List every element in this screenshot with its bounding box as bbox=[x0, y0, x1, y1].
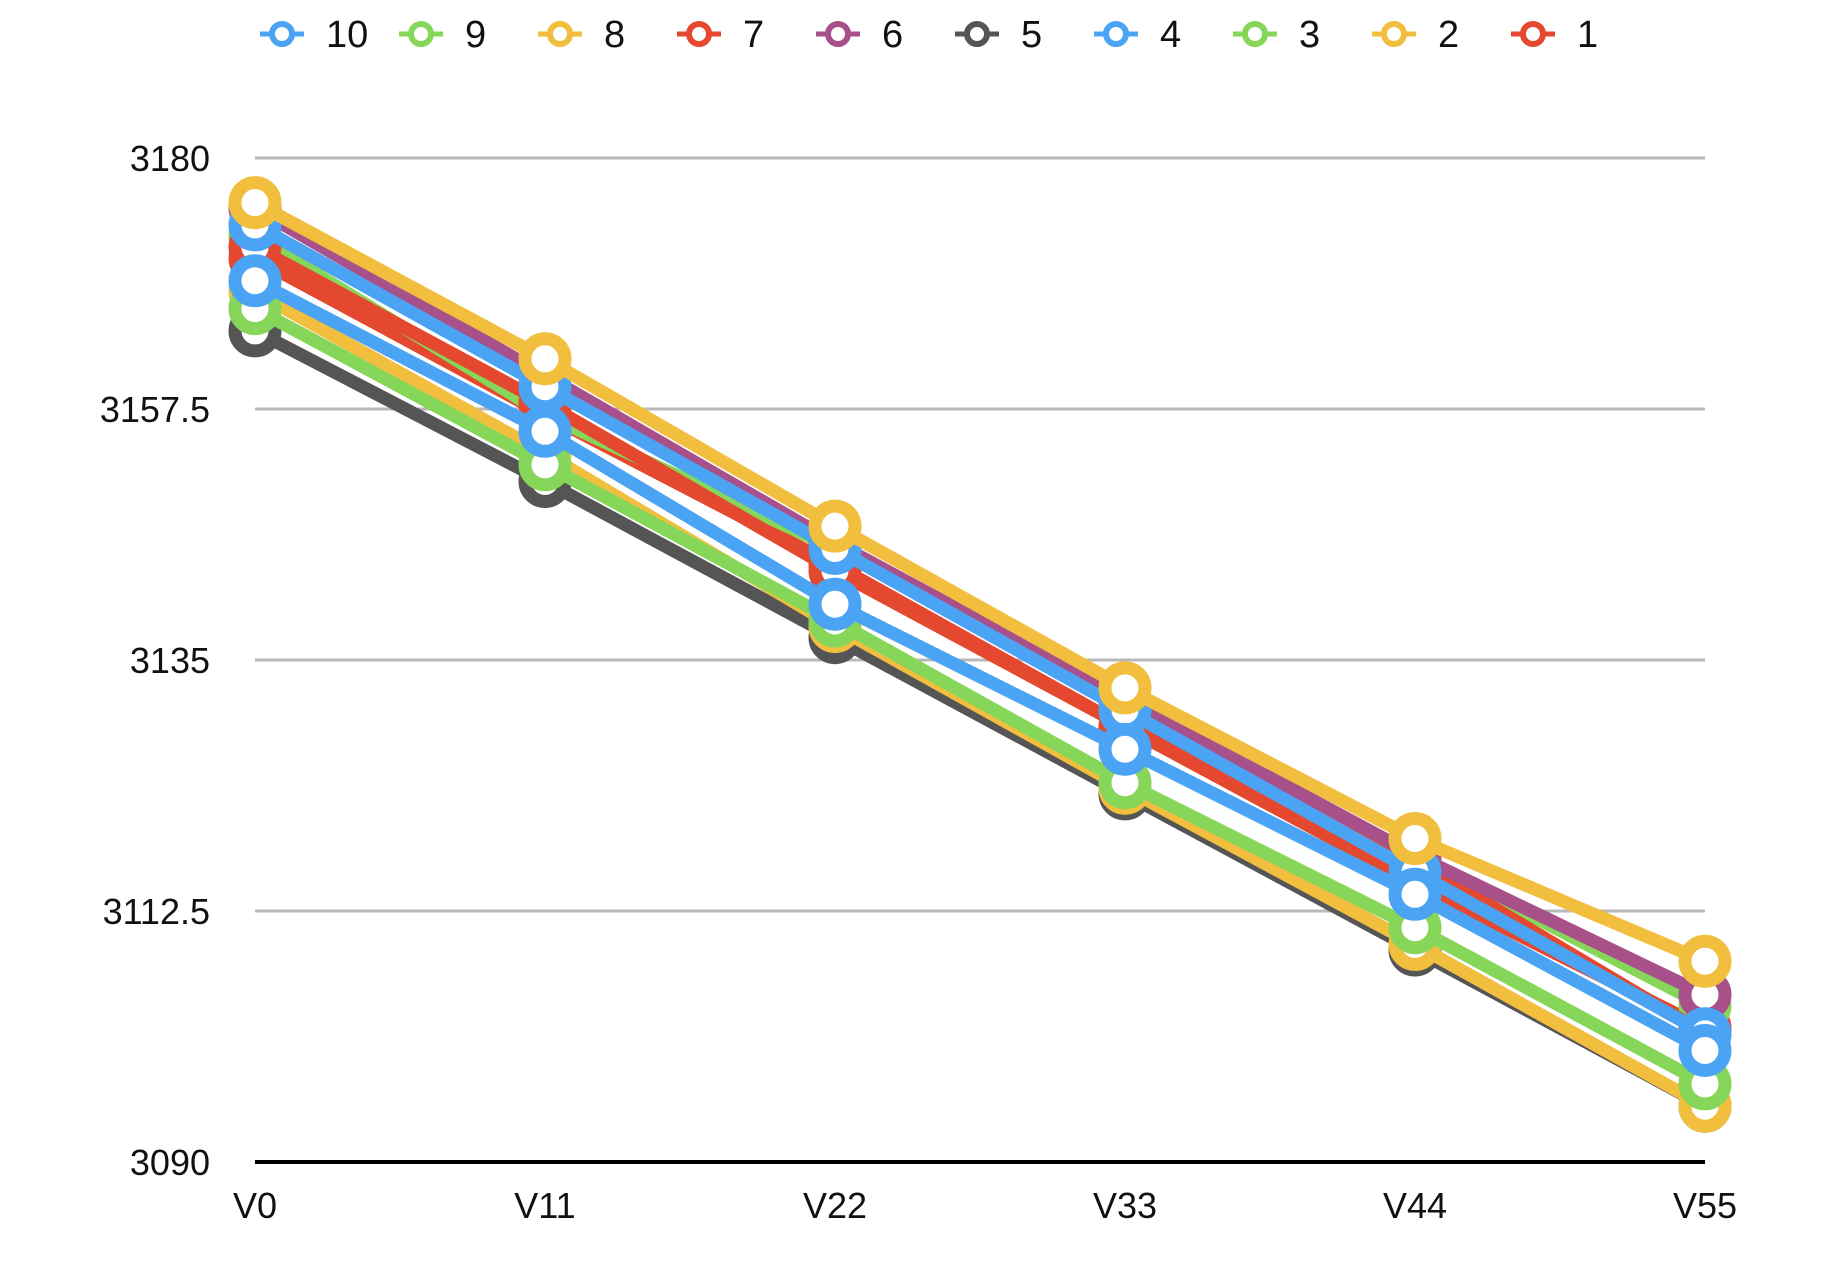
legend-item: 10 bbox=[260, 14, 368, 56]
legend-label: 7 bbox=[743, 14, 764, 56]
series-5 bbox=[228, 304, 1732, 1133]
data-point bbox=[808, 577, 862, 631]
legend-item: 8 bbox=[538, 14, 625, 56]
legend-marker bbox=[1242, 21, 1268, 47]
series-line bbox=[248, 302, 1712, 1091]
series-9 bbox=[228, 282, 1732, 1111]
y-tick-label: 3090 bbox=[130, 1142, 210, 1183]
legend-item: 2 bbox=[1372, 14, 1459, 56]
legend-label: 4 bbox=[1160, 14, 1181, 56]
legend-marker bbox=[1103, 21, 1129, 47]
legend-label: 5 bbox=[1021, 14, 1042, 56]
legend-label: 10 bbox=[326, 14, 368, 56]
legend-label: 3 bbox=[1299, 14, 1320, 56]
legend-label: 8 bbox=[604, 14, 625, 56]
legend-label: 1 bbox=[1577, 14, 1598, 56]
data-point bbox=[228, 254, 282, 308]
legend-item: 3 bbox=[1233, 14, 1320, 56]
y-tick-label: 3180 bbox=[130, 138, 210, 179]
x-axis: V0 V11 V22 V33 V44 V55 bbox=[233, 1185, 1737, 1226]
series-4 bbox=[228, 254, 1732, 1077]
series-line bbox=[248, 274, 1712, 1057]
data-point bbox=[1678, 934, 1732, 988]
data-point bbox=[808, 499, 862, 553]
x-tick-label: V33 bbox=[1093, 1185, 1157, 1226]
x-tick-label: V44 bbox=[1383, 1185, 1447, 1226]
data-point bbox=[1388, 811, 1442, 865]
x-tick-label: V22 bbox=[803, 1185, 867, 1226]
data-point bbox=[1098, 661, 1152, 715]
legend-item: 4 bbox=[1094, 14, 1181, 56]
legend-label: 6 bbox=[882, 14, 903, 56]
data-point bbox=[518, 332, 572, 386]
legend-marker bbox=[1520, 21, 1546, 47]
data-point bbox=[1388, 867, 1442, 921]
legend-item: 6 bbox=[816, 14, 903, 56]
legend-marker bbox=[686, 21, 712, 47]
legend-marker bbox=[269, 21, 295, 47]
x-tick-label: V55 bbox=[1673, 1185, 1737, 1226]
legend-item: 7 bbox=[677, 14, 764, 56]
data-point bbox=[518, 404, 572, 458]
series-8 bbox=[228, 176, 1732, 988]
legend-item: 9 bbox=[399, 14, 486, 56]
x-tick-label: V11 bbox=[514, 1185, 575, 1226]
series-10 bbox=[228, 198, 1732, 1061]
x-tick-label: V0 bbox=[233, 1185, 277, 1226]
legend-marker bbox=[964, 21, 990, 47]
gridlines bbox=[255, 156, 1705, 1164]
legend-item: 5 bbox=[955, 14, 1042, 56]
legend-item: 1 bbox=[1511, 14, 1598, 56]
data-point bbox=[228, 176, 282, 230]
legend-marker bbox=[547, 21, 573, 47]
series-line bbox=[248, 196, 1712, 968]
legend-marker bbox=[825, 21, 851, 47]
y-tick-label: 3157.5 bbox=[100, 389, 210, 430]
legend-marker bbox=[408, 21, 434, 47]
series-line bbox=[248, 240, 1712, 1041]
series-line bbox=[248, 218, 1712, 1041]
y-tick-label: 3112.5 bbox=[103, 891, 210, 932]
y-tick-label: 3135 bbox=[130, 640, 210, 681]
data-point bbox=[1098, 722, 1152, 776]
data-point bbox=[1678, 1023, 1732, 1077]
legend-marker bbox=[1381, 21, 1407, 47]
series-line bbox=[248, 201, 1712, 1002]
series-layer bbox=[228, 176, 1732, 1133]
legend-label: 2 bbox=[1438, 14, 1459, 56]
legend: 10 9 8 7 6 5 4 3 2 1 bbox=[260, 14, 1598, 56]
legend-label: 9 bbox=[465, 14, 486, 56]
y-axis: 3180 3157.5 3135 3112.5 3090 bbox=[100, 138, 210, 1183]
